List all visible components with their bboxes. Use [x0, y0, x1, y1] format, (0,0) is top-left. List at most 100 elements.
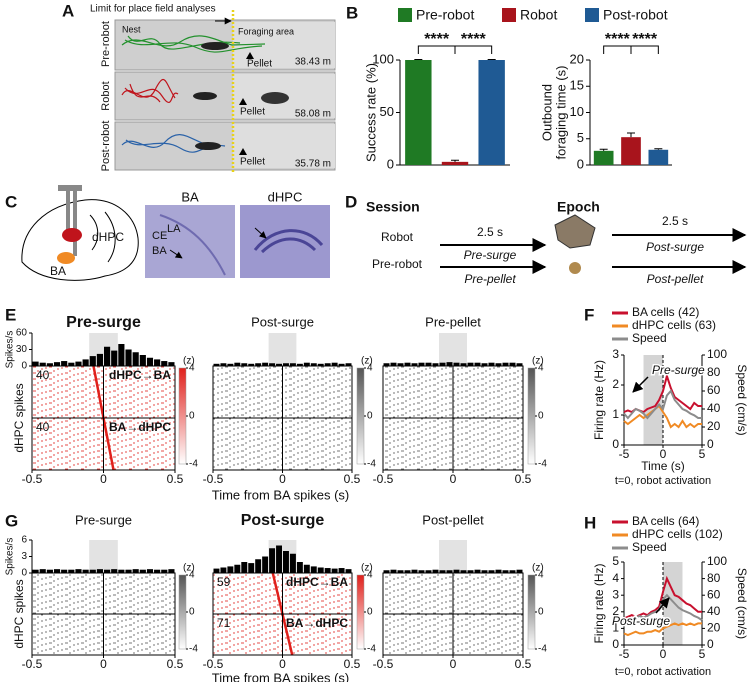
y-tick-label: 4: [612, 571, 619, 585]
histogram-bar: [283, 363, 289, 366]
colorbar-label: (z): [532, 563, 544, 574]
x-tick-label: -5: [619, 647, 630, 661]
histogram-bar: [241, 562, 248, 573]
x-tick-label: 0: [279, 657, 286, 671]
x-tick-label: 0.5: [167, 657, 184, 671]
note: t=0, robot activation: [615, 475, 711, 487]
histogram-bar: [104, 346, 111, 366]
x-tick-label: -0.5: [22, 657, 43, 671]
significance-label: ****: [461, 31, 487, 48]
significance-bracket: [454, 45, 493, 54]
series-line: [623, 622, 702, 637]
subplot-title: Pre-pellet: [425, 314, 481, 329]
x-tick-label: -0.5: [373, 472, 394, 486]
pellet-label: Pellet: [240, 107, 265, 118]
raster-divider: [383, 573, 523, 655]
histogram-bar: [154, 359, 161, 366]
x-tick-label: 0: [450, 472, 457, 486]
y-tick-label: 3: [612, 347, 619, 361]
histogram-bar: [82, 569, 89, 573]
histogram-bar: [446, 570, 453, 573]
subplot-title: Post-surge: [251, 314, 314, 329]
histogram-bar: [227, 363, 234, 366]
schematic-label: dHPC: [92, 230, 124, 244]
histogram-bar: [502, 362, 509, 366]
colorbar-label: (z): [532, 356, 544, 367]
histogram-bar: [331, 362, 338, 366]
histogram-bar: [397, 363, 404, 366]
x-tick-label: -0.5: [203, 657, 224, 671]
histogram-bar: [453, 569, 460, 573]
histogram-bar: [96, 569, 103, 573]
raster-divider: [32, 366, 175, 470]
legend-swatch: [585, 8, 599, 22]
histogram-bar: [481, 570, 488, 573]
histogram-bar: [39, 569, 46, 573]
y-tick-label: 60: [16, 328, 28, 339]
colorbar-tick-label: 0: [189, 607, 195, 618]
histogram-bar: [46, 363, 53, 366]
colorbar-tick-label: -4: [538, 644, 547, 655]
x-tick-label: -0.5: [373, 657, 394, 671]
y-tick-label: 0: [577, 156, 584, 171]
legend-swatch: [502, 8, 516, 22]
histogram-bar: [345, 363, 352, 366]
y2-tick-label: 60: [707, 383, 721, 397]
x-tick-label: 0.5: [515, 657, 532, 671]
y2-tick-label: 100: [707, 347, 727, 361]
raster-label: 40: [36, 368, 50, 382]
x-axis-label: Time from BA spikes (s): [212, 487, 349, 502]
histogram-bar: [303, 362, 310, 366]
shade: [89, 540, 118, 573]
y2-axis-label: Speed (cm/s): [735, 568, 749, 639]
bar: [621, 137, 641, 165]
histogram-bar: [481, 363, 488, 366]
histogram-bar: [495, 569, 502, 573]
annotation: Post-surge: [612, 614, 670, 628]
raster-divider: [213, 366, 352, 470]
note: t=0, robot activation: [615, 666, 711, 678]
histogram-bar: [132, 352, 139, 366]
image-title: dHPC: [268, 189, 303, 204]
histogram-bar: [75, 361, 82, 366]
y-tick-label: 2: [612, 377, 619, 391]
histogram-bar: [227, 566, 234, 573]
histogram-bar: [467, 362, 474, 366]
session-name: Pre-robot: [372, 257, 423, 271]
x-axis-label: Time from BA spikes (s): [212, 670, 349, 682]
colorbar-tick-label: 0: [367, 607, 373, 618]
subplot-title: Pre-surge: [75, 512, 132, 527]
y-tick-label: 3: [612, 587, 619, 601]
histogram-bar: [111, 350, 118, 366]
colorbar-tick-label: -4: [189, 644, 198, 655]
y-axis-label: Success rate (%): [363, 63, 378, 162]
histogram-bar: [397, 570, 404, 573]
histogram-bar: [161, 569, 168, 573]
histogram-bar: [220, 567, 227, 573]
pellet-label: Pellet: [247, 59, 272, 70]
histogram-bar: [269, 548, 276, 573]
colorbar-label: (z): [183, 356, 195, 367]
colorbar-tick-label: -4: [367, 459, 376, 470]
histogram-bar: [411, 363, 418, 366]
raster-label: 71: [217, 616, 231, 630]
y2-tick-label: 0: [707, 437, 714, 451]
distance-label: 35.78 m: [295, 159, 331, 170]
histogram-bar: [324, 363, 331, 366]
colorbar: [527, 367, 536, 465]
histogram-bar: [61, 569, 68, 573]
legend-label: Speed: [632, 540, 667, 554]
histogram-bar: [154, 569, 161, 573]
annotation: Pre-surge: [652, 363, 705, 377]
x-tick-label: -0.5: [22, 472, 43, 486]
histogram-bar: [248, 363, 255, 366]
distance-label: 38.43 m: [295, 57, 331, 68]
histogram-bar: [161, 361, 168, 366]
schematic-label: BA: [50, 264, 66, 278]
y-axis-label: Spikes/s: [5, 538, 16, 576]
histogram-bar: [89, 356, 96, 366]
nest-label: Nest: [122, 24, 141, 34]
y-tick-label: 0: [612, 637, 619, 651]
epoch-header: Epoch: [557, 199, 600, 215]
histogram-bar: [276, 545, 282, 573]
